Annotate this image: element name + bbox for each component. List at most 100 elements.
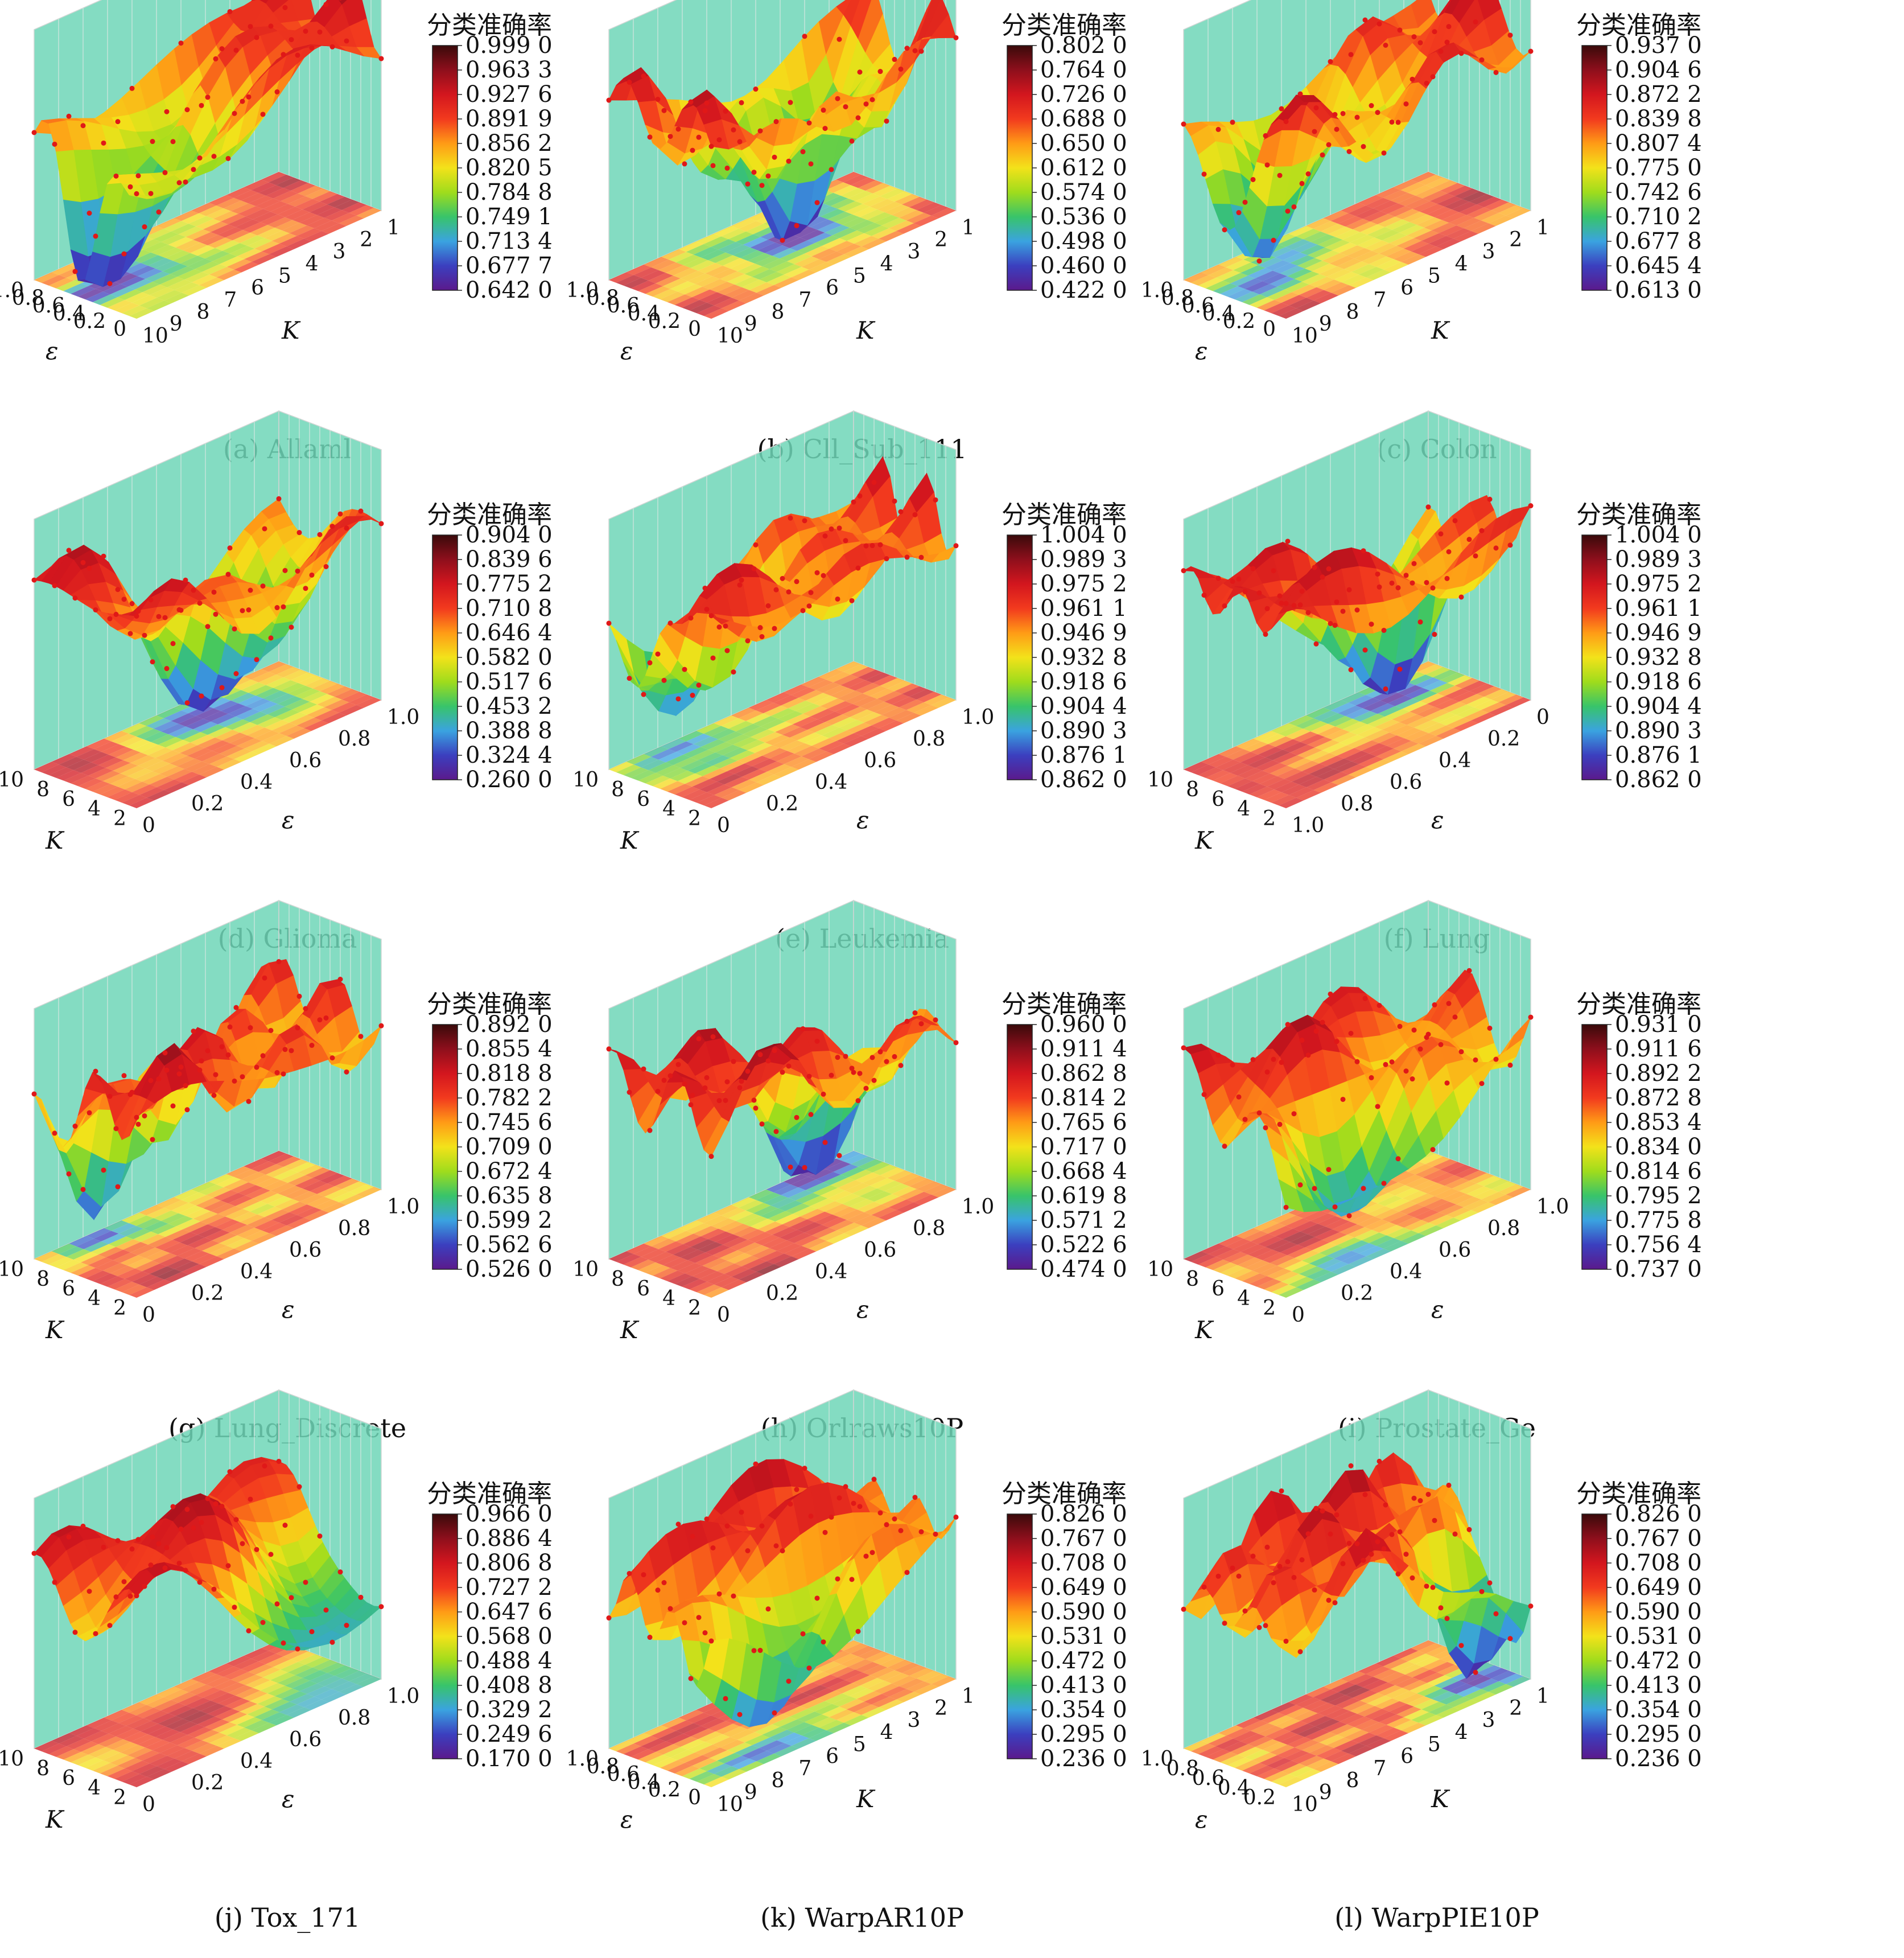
sample-point (1271, 238, 1276, 243)
sample-point (191, 1029, 196, 1034)
sample-point (662, 678, 667, 683)
colorbar-tick-label: 0.775 0 (1615, 157, 1702, 179)
sample-point (1181, 568, 1186, 573)
colorbar-tick-label: 0.517 6 (465, 671, 553, 693)
sample-point (1375, 1104, 1380, 1109)
sample-point (134, 614, 139, 619)
sample-point (67, 1171, 72, 1177)
sample-point (228, 1025, 233, 1030)
sample-point (220, 1044, 225, 1050)
sample-point (234, 48, 239, 53)
sample-point (864, 544, 869, 549)
colorbar (432, 46, 458, 290)
colorbar-tick-label: 0.737 0 (1615, 1258, 1702, 1281)
sample-point (232, 626, 237, 631)
colorbar-tick-label: 0.989 3 (1615, 548, 1702, 571)
sample-point (807, 1074, 812, 1079)
colorbar-tick-label: 0.892 2 (1615, 1062, 1702, 1085)
sample-point (261, 583, 266, 589)
sample-point (884, 1059, 889, 1064)
sample-point (690, 693, 695, 698)
colorbar (432, 1025, 458, 1269)
sample-point (358, 1034, 364, 1039)
colorbar-tick-label: 0.872 8 (1615, 1087, 1702, 1109)
sample-point (1347, 1213, 1352, 1218)
sample-point (850, 598, 855, 603)
sample-point (136, 173, 141, 178)
sample-point (289, 1048, 294, 1053)
colorbar-tick-label: 0.574 0 (1040, 181, 1127, 204)
sample-point (758, 1052, 763, 1057)
sample-point (858, 69, 863, 75)
sample-point (1459, 1049, 1464, 1054)
sample-point (199, 693, 204, 698)
sample-point (52, 1130, 57, 1136)
colorbar-tick-label: 0.775 8 (1615, 1209, 1702, 1232)
sample-point (690, 148, 695, 153)
sample-point (199, 1058, 204, 1063)
colorbar-tick-label: 0.911 6 (1615, 1038, 1702, 1060)
sample-point (108, 1094, 113, 1099)
axis-b-tick: 1 (387, 216, 400, 240)
sample-point (697, 1036, 702, 1041)
sample-point (1349, 52, 1354, 57)
colorbar-tick-label: 0.989 3 (1040, 548, 1127, 571)
sample-point (275, 605, 280, 610)
sample-point (122, 252, 127, 257)
colorbar-tick-label: 0.677 8 (1615, 230, 1702, 253)
axis-b-tick: 0.8 (338, 727, 370, 751)
sample-point (73, 595, 78, 600)
colorbar-tick-label: 0.904 6 (1615, 59, 1702, 81)
axis-a-tick: 4 (662, 797, 675, 821)
sample-point (1237, 577, 1242, 582)
sample-point (163, 1050, 168, 1055)
sample-point (933, 497, 938, 503)
axis-b-tick: 0.8 (1487, 1217, 1520, 1240)
colorbar-tick-label: 0.474 0 (1040, 1258, 1127, 1281)
colorbar-tick-label: 0.756 4 (1615, 1233, 1702, 1256)
sample-point (1355, 115, 1360, 120)
colorbar (1582, 1025, 1607, 1269)
sample-point (1243, 200, 1248, 205)
sample-point (794, 223, 799, 228)
sample-point (856, 115, 861, 120)
colorbar (1007, 46, 1032, 290)
sample-point (1292, 1111, 1297, 1116)
sample-point (213, 1072, 219, 1077)
sample-point (607, 620, 612, 626)
sample-point (794, 579, 799, 584)
axis-a-tick: 10 (572, 768, 599, 792)
sample-point (248, 24, 253, 29)
sample-point (1251, 177, 1256, 182)
sample-point (809, 1112, 814, 1117)
axis-b-tick: 0.2 (1487, 727, 1520, 751)
sample-point (1446, 549, 1452, 554)
sample-point (114, 612, 119, 617)
sample-point (731, 669, 736, 674)
axis-b-tick: 1.0 (962, 706, 994, 729)
sample-point (788, 516, 793, 521)
colorbar-tick-label: 0.904 4 (1040, 695, 1127, 718)
colorbar-tick-label: 0.775 2 (465, 573, 553, 595)
sample-point (261, 1053, 266, 1058)
axis-a-tick: 2 (688, 807, 701, 830)
sample-point (717, 137, 722, 142)
colorbar-tick-label: 1.004 0 (1040, 524, 1127, 546)
sample-point (1312, 565, 1317, 570)
sample-point (212, 590, 217, 595)
axis-b-tick: 0.6 (864, 749, 896, 772)
sample-point (1306, 610, 1311, 615)
axis-a-tick: 10 (1147, 768, 1173, 792)
sample-point (737, 582, 743, 587)
sample-point (246, 607, 252, 612)
axis-b-tick: 0.6 (864, 1239, 896, 1262)
sample-point (843, 1054, 848, 1059)
sample-point (269, 23, 274, 28)
sample-point (1333, 1204, 1338, 1210)
colorbar-tick-label: 0.613 0 (1615, 279, 1702, 302)
sample-point (752, 170, 757, 175)
colorbar-tick-label: 0.526 0 (465, 1258, 553, 1281)
sample-point (228, 9, 233, 14)
sample-point (1251, 1057, 1256, 1062)
sample-point (801, 1026, 806, 1031)
